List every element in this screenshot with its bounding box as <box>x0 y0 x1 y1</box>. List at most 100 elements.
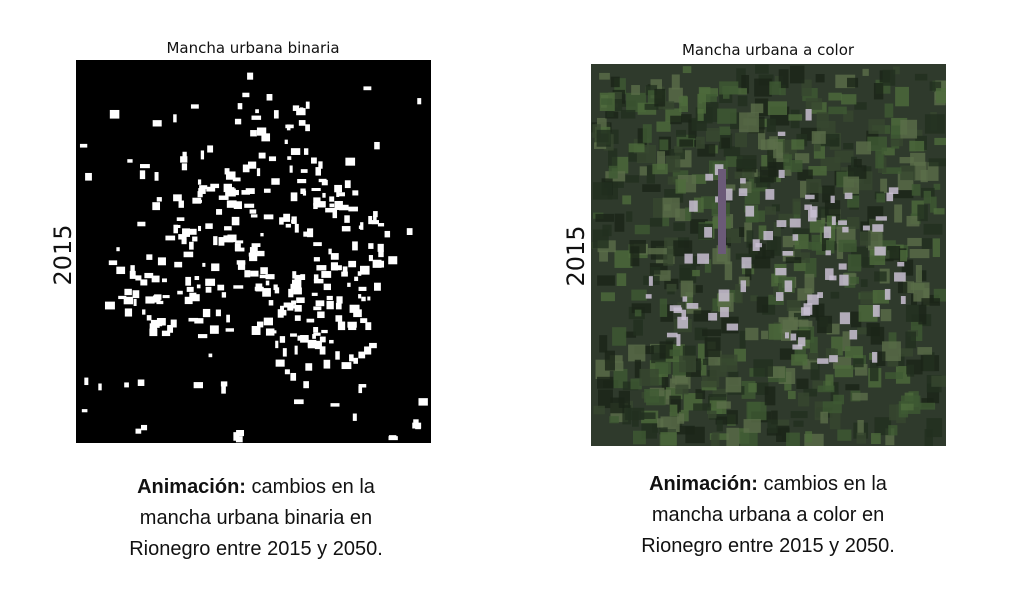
texture <box>805 109 812 121</box>
texture <box>202 308 211 318</box>
texture <box>843 110 854 122</box>
texture <box>316 265 327 271</box>
texture <box>767 366 785 379</box>
texture <box>142 309 146 315</box>
texture <box>225 191 233 197</box>
texture <box>185 276 192 286</box>
texture <box>597 117 607 133</box>
texture <box>804 273 815 294</box>
texture <box>245 188 255 194</box>
texture <box>773 286 780 297</box>
texture <box>614 78 626 95</box>
texture <box>311 342 322 347</box>
texture <box>348 206 358 212</box>
texture <box>242 164 250 173</box>
texture <box>216 209 223 215</box>
texture <box>921 298 941 306</box>
texture <box>287 302 294 311</box>
texture <box>599 250 608 262</box>
texture <box>348 325 357 331</box>
texture <box>600 292 615 302</box>
texture <box>604 180 624 188</box>
caption: Animación: cambios en la mancha urbana a… <box>568 469 968 562</box>
texture <box>207 145 214 153</box>
texture <box>849 329 858 340</box>
texture <box>745 260 752 281</box>
texture <box>236 260 246 265</box>
texture <box>906 364 915 377</box>
texture <box>218 237 225 246</box>
texture <box>180 156 188 163</box>
texture <box>815 74 825 83</box>
texture <box>762 249 775 259</box>
texture <box>808 209 817 222</box>
texture <box>292 105 300 111</box>
texture <box>669 395 681 412</box>
texture <box>232 177 241 182</box>
texture <box>913 282 930 302</box>
texture <box>250 270 259 277</box>
texture <box>734 348 746 362</box>
texture <box>899 250 908 262</box>
texture <box>313 257 320 262</box>
caption-line: mancha urbana binaria en <box>139 507 373 529</box>
texture <box>702 329 722 337</box>
texture <box>287 156 292 160</box>
texture <box>303 231 308 237</box>
caption-text: cambios en la <box>251 476 375 498</box>
texture <box>161 278 167 283</box>
texture <box>673 222 686 231</box>
texture <box>779 348 798 360</box>
texture <box>336 190 340 197</box>
texture <box>726 427 740 446</box>
texture <box>221 292 227 298</box>
texture <box>622 195 632 205</box>
texture <box>880 309 892 322</box>
texture <box>783 154 792 170</box>
texture <box>247 72 254 80</box>
caption-label: Animación: <box>649 473 758 495</box>
texture <box>357 271 362 276</box>
texture <box>743 419 761 433</box>
caption-label: Animación: <box>137 476 246 498</box>
texture <box>250 130 257 137</box>
binary-map <box>76 60 431 443</box>
texture <box>210 183 220 189</box>
texture <box>360 222 364 230</box>
texture <box>746 210 765 222</box>
texture <box>341 271 348 277</box>
texture <box>917 347 933 355</box>
texture <box>288 288 294 298</box>
texture <box>686 303 699 309</box>
texture <box>412 422 422 429</box>
texture <box>602 224 612 237</box>
texture <box>235 240 244 244</box>
texture <box>696 136 705 149</box>
texture <box>900 296 906 305</box>
texture <box>181 163 188 171</box>
texture <box>329 196 335 202</box>
texture <box>919 402 936 410</box>
texture <box>745 205 755 217</box>
texture <box>789 218 801 228</box>
texture <box>693 197 704 213</box>
texture <box>347 321 357 328</box>
texture <box>741 75 750 94</box>
texture <box>244 270 251 278</box>
texture <box>79 143 88 148</box>
texture <box>352 190 359 196</box>
texture <box>373 214 377 221</box>
texture <box>778 169 785 178</box>
texture <box>706 127 720 142</box>
texture <box>681 309 687 320</box>
texture <box>265 328 275 336</box>
texture <box>770 236 782 256</box>
texture <box>275 340 279 349</box>
texture <box>300 169 308 173</box>
texture <box>735 284 743 304</box>
texture <box>144 272 154 279</box>
texture <box>84 377 89 386</box>
texture <box>256 168 261 177</box>
texture <box>756 296 769 313</box>
texture <box>830 291 840 299</box>
